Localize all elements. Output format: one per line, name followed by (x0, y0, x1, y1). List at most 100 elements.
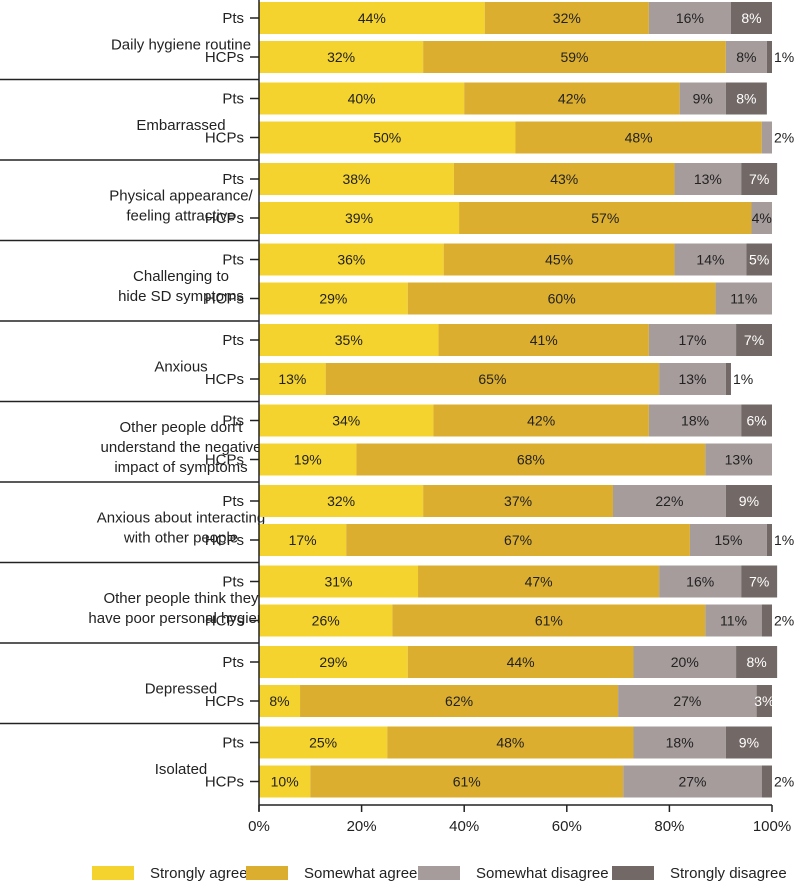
group-1-pts-value-strongly-agree: 44% (358, 10, 386, 26)
group-1-label-line-1: Daily hygiene routine (111, 36, 251, 53)
group-7-pts-bar-strongly-agree (259, 485, 424, 517)
group-1-hcps-value-somewhat-agree: 59% (560, 49, 588, 65)
group-5-hcps-bar-somewhat-agree (325, 363, 660, 395)
legend-swatch-strongly-agree (92, 866, 134, 880)
group-1-pts-value-strongly-disagree: 8% (741, 10, 761, 26)
group-7-hcps-value-somewhat-disagree: 15% (714, 532, 742, 548)
legend-swatch-somewhat-disagree (418, 866, 460, 880)
group-2-pts-bar-strongly-disagree (725, 82, 767, 115)
group-2-hcps-value-strongly-agree: 50% (373, 130, 401, 146)
group-10-pts-bar-somewhat-disagree (633, 726, 726, 759)
group-9-pts-value-somewhat-agree: 44% (507, 654, 535, 670)
group-10-hcps-bar-strongly-disagree (761, 765, 772, 798)
legend: Strongly agree Somewhat agree Somewhat d… (0, 862, 796, 884)
group-10-hcps-row-label: HCPs (205, 774, 244, 791)
group-7-pts-value-strongly-disagree: 9% (739, 493, 759, 509)
group-3-hcps-value-somewhat-disagree: 4% (752, 210, 772, 226)
group-2-pts-bar-somewhat-agree (464, 82, 680, 115)
group-7-pts-row-label: Pts (222, 493, 244, 510)
group-6-pts-value-somewhat-agree: 42% (527, 413, 555, 429)
group-10-hcps-value-somewhat-disagree: 27% (678, 774, 706, 790)
group-4-hcps-value-somewhat-agree: 60% (548, 291, 576, 307)
group-10-pts-value-somewhat-disagree: 18% (666, 735, 694, 751)
group-8-hcps-bar-strongly-agree (259, 604, 393, 637)
group-7-pts-bar-somewhat-agree (423, 485, 613, 517)
group-2-label-line-1: Embarrassed (136, 117, 225, 134)
legend-item-somewhat-agree: Somewhat agree (246, 862, 417, 884)
group-9-hcps-value-strongly-agree: 8% (269, 693, 289, 709)
group-3-pts-value-strongly-agree: 38% (342, 171, 370, 187)
group-3-label-line-1: Physical appearance/ (109, 187, 253, 204)
x-tick-label-1: 0% (248, 818, 270, 835)
group-8-pts-bar-strongly-disagree (741, 565, 778, 598)
group-9-hcps-bar-somewhat-agree (300, 685, 619, 717)
x-tick-label-4: 60% (552, 818, 582, 835)
group-7-pts-value-strongly-agree: 32% (327, 493, 355, 509)
group-7-label-line-1: Anxious about interacting (97, 509, 265, 526)
group-8-pts-bar-strongly-agree (259, 565, 419, 598)
group-7-pts-value-somewhat-disagree: 22% (655, 493, 683, 509)
group-2-hcps-bar-strongly-agree (259, 121, 516, 154)
group-5-hcps-bar-strongly-disagree (725, 363, 731, 395)
group-8-hcps-value-somewhat-disagree: 11% (720, 613, 747, 629)
group-1-pts-value-somewhat-disagree: 16% (676, 10, 704, 26)
group-8-pts-value-somewhat-agree: 47% (525, 574, 553, 590)
group-4-pts-value-strongly-disagree: 5% (749, 252, 769, 268)
group-6-label-line-2: understand the negative (101, 439, 262, 456)
group-9-hcps-bar-strongly-agree (259, 685, 301, 717)
group-4-label-line-1: Challenging to (133, 268, 229, 285)
group-7-hcps-bar-strongly-disagree (766, 524, 772, 556)
group-2-pts-value-somewhat-disagree: 9% (693, 91, 713, 107)
group-3-hcps-bar-strongly-agree (259, 202, 460, 234)
group-5-pts-value-strongly-agree: 35% (335, 332, 363, 348)
group-9-label-line-1: Depressed (145, 680, 218, 697)
group-2-pts-value-somewhat-agree: 42% (558, 91, 586, 107)
group-3-pts-bar-somewhat-disagree (674, 163, 742, 195)
group-1-pts-bar-somewhat-disagree (648, 2, 731, 34)
group-9-pts-bar-strongly-agree (259, 646, 408, 678)
group-5-pts-value-somewhat-disagree: 17% (678, 332, 706, 348)
group-6-pts-bar-strongly-disagree (741, 404, 772, 437)
group-1-hcps-value-strongly-agree: 32% (327, 49, 355, 65)
group-6-pts-value-strongly-agree: 34% (332, 413, 360, 429)
group-5-pts-value-somewhat-agree: 41% (530, 332, 558, 348)
group-7-label-line-2: with other people (123, 529, 238, 546)
group-8-pts-value-strongly-disagree: 7% (749, 574, 769, 590)
group-1-pts-row-label: Pts (222, 10, 244, 27)
group-6-hcps-bar-somewhat-agree (356, 443, 706, 476)
group-10-pts-bar-strongly-agree (259, 726, 388, 759)
group-4-hcps-bar-somewhat-agree (407, 282, 716, 315)
group-5-hcps-value-strongly-disagree: 1% (733, 371, 753, 387)
group-8-hcps-row-label: HCPs (205, 613, 244, 630)
group-4-hcps-bar-somewhat-disagree (715, 282, 772, 315)
group-4-pts-bar-somewhat-agree (443, 243, 675, 276)
group-1-hcps-bar-strongly-agree (259, 41, 424, 73)
group-2-pts-row-label: Pts (222, 91, 244, 108)
group-8-hcps-value-strongly-agree: 26% (312, 613, 340, 629)
group-3-hcps-bar-somewhat-agree (459, 202, 752, 234)
group-3-hcps-row-label: HCPs (205, 210, 244, 227)
group-1-hcps-row-label: HCPs (205, 49, 244, 66)
group-8-pts-bar-somewhat-disagree (659, 565, 742, 598)
group-8-hcps-value-strongly-disagree: 2% (774, 613, 794, 629)
group-7-hcps-bar-somewhat-disagree (689, 524, 767, 556)
group-7-pts-value-somewhat-agree: 37% (504, 493, 532, 509)
group-2-hcps-bar-somewhat-disagree (761, 121, 772, 154)
group-10-hcps-value-somewhat-agree: 61% (453, 774, 481, 790)
legend-label-strongly-agree: Strongly agree (150, 864, 248, 882)
group-1-pts-bar-strongly-agree (259, 2, 485, 34)
group-9-pts-bar-somewhat-disagree (633, 646, 737, 678)
group-8-pts-value-somewhat-disagree: 16% (686, 574, 714, 590)
group-1-pts-bar-strongly-disagree (730, 2, 772, 34)
group-6-pts-value-somewhat-disagree: 18% (681, 413, 709, 429)
group-6-hcps-bar-strongly-agree (259, 443, 357, 476)
legend-item-somewhat-disagree: Somewhat disagree (418, 862, 609, 884)
group-10-hcps-value-strongly-agree: 10% (271, 774, 299, 790)
group-7-hcps-value-somewhat-agree: 67% (504, 532, 532, 548)
group-4-pts-value-somewhat-disagree: 14% (696, 252, 724, 268)
group-10-hcps-value-strongly-disagree: 2% (774, 774, 794, 790)
group-6-hcps-row-label: HCPs (205, 452, 244, 469)
legend-item-strongly-agree: Strongly agree (92, 862, 248, 884)
group-10-label-line-1: Isolated (155, 761, 208, 778)
group-10-pts-value-strongly-disagree: 9% (739, 735, 759, 751)
